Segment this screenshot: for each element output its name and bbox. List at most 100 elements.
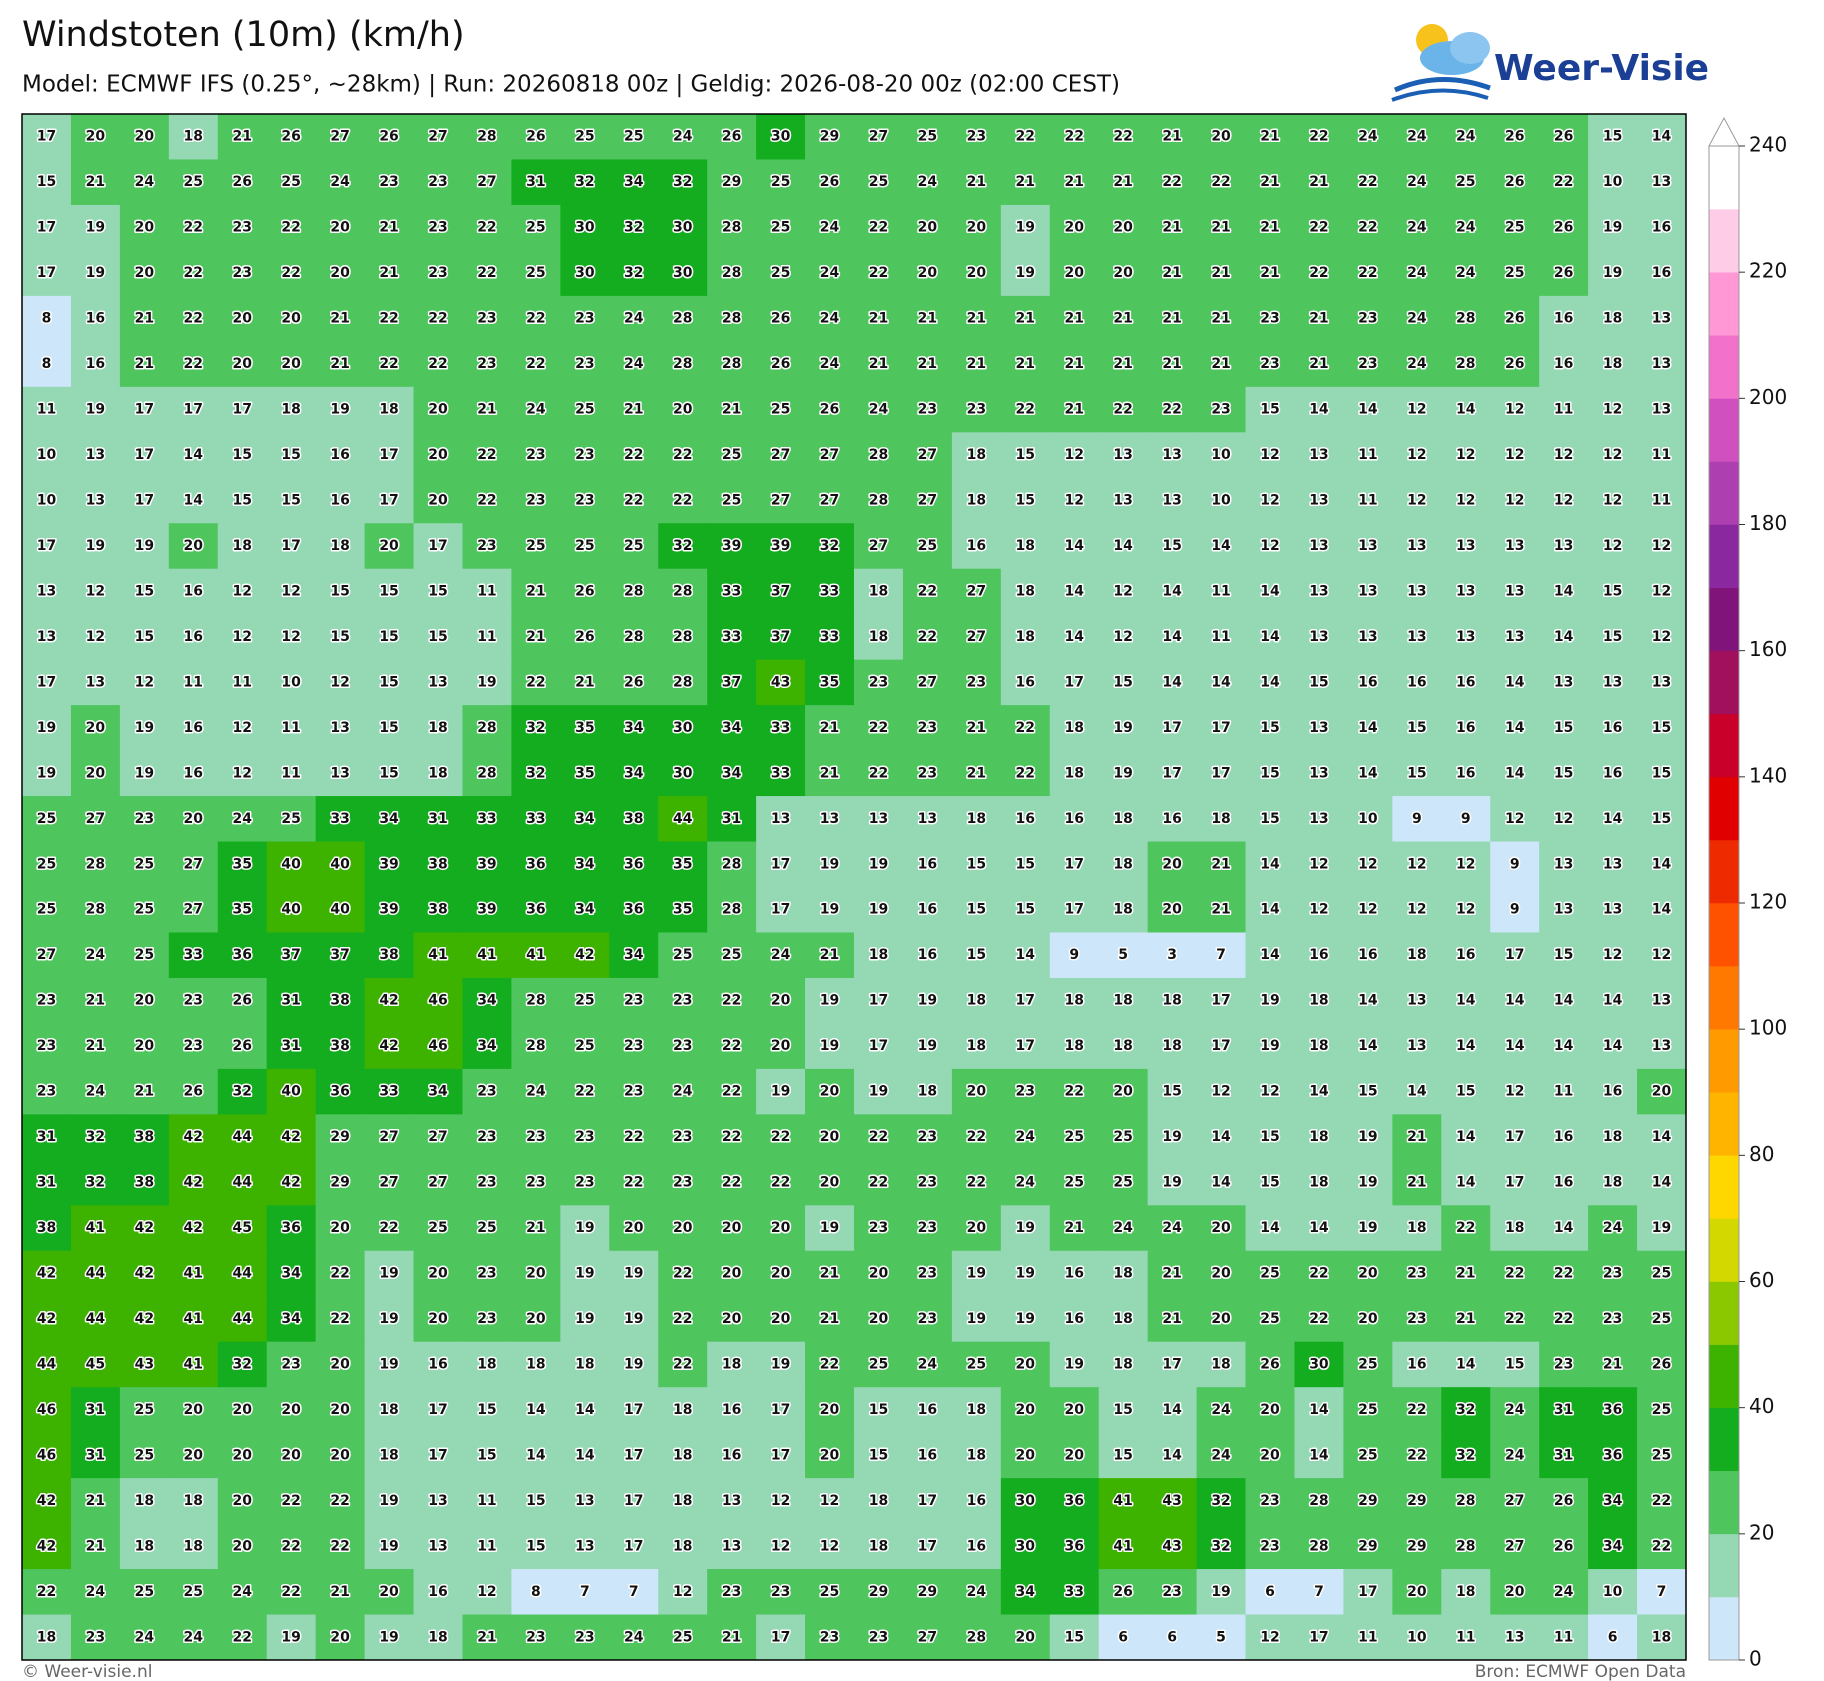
wind-value: 16 [1358,947,1377,963]
wind-value: 14 [1358,993,1378,1009]
wind-cell [1392,1023,1442,1070]
wind-cell [902,1205,953,1252]
wind-value: 18 [37,1629,56,1645]
wind-value: 18 [673,1447,692,1463]
wind-cell [1343,977,1393,1024]
wind-cell [119,1341,170,1388]
subtitle: Model: ECMWF IFS (0.25°, ~28km) | Run: 2… [22,72,1120,98]
wind-value: 34 [281,1266,301,1282]
wind-value: 14 [1652,1129,1672,1145]
wind-cell [1196,614,1247,661]
wind-cell [70,386,121,433]
wind-value: 43 [1162,1493,1181,1509]
wind-value: 17 [1064,902,1083,918]
wind-value: 26 [1505,129,1524,145]
wind-cell [168,477,219,524]
wind-cell [1098,1068,1149,1115]
wind-value: 36 [232,947,251,963]
wind-cell [1098,659,1149,706]
wind-value: 15 [281,447,300,463]
wind-value: 15 [1162,538,1181,554]
wind-value: 23 [477,1129,496,1145]
wind-cell [413,1068,463,1115]
wind-value: 25 [575,993,594,1009]
wind-cell [854,705,904,752]
wind-cell [266,932,317,979]
wind-cell [1049,477,1100,524]
wind-value: 34 [722,720,742,736]
wind-value: 21 [1260,129,1279,145]
wind-value: 19 [869,902,888,918]
wind-cell [1392,159,1442,206]
wind-cell [70,1614,121,1661]
wind-cell [315,614,366,661]
wind-cell [854,568,904,615]
wind-value: 14 [1162,674,1182,690]
wind-cell [217,568,268,615]
wind-value: 26 [1554,220,1573,236]
wind-value: 32 [624,220,643,236]
wind-cell [266,887,317,933]
wind-cell [805,1250,855,1297]
wind-value: 23 [820,1629,839,1645]
wind-cell [707,750,757,797]
wind-value: 19 [1113,765,1132,781]
wind-cell [560,295,610,342]
wind-value: 18 [330,538,349,554]
wind-cell [1294,705,1344,752]
wind-value: 9 [1510,902,1520,918]
wind-value: 25 [135,947,154,963]
wind-value: 22 [526,356,545,372]
wind-cell [1343,295,1393,342]
wind-value: 17 [135,402,154,418]
wind-cell [1245,796,1295,843]
wind-value: 18 [967,1447,986,1463]
wind-cell [658,1523,708,1570]
wind-cell [1098,1296,1149,1343]
wind-value: 21 [135,1084,154,1100]
wind-cell [1147,1478,1198,1525]
wind-value: 31 [281,993,300,1009]
wind-cell [1588,705,1638,752]
wind-cell [805,1387,855,1434]
wind-cell [217,977,268,1024]
wind-value: 42 [379,993,398,1009]
wind-value: 13 [869,811,888,827]
wind-value: 20 [135,220,155,236]
wind-value: 35 [673,902,692,918]
wind-cell [1098,1523,1149,1570]
wind-value: 20 [967,265,987,281]
wind-cell [854,932,904,979]
wind-cell [168,1114,219,1161]
wind-value: 23 [624,1038,643,1054]
wind-value: 22 [869,1129,888,1145]
wind-cell [119,1205,170,1252]
wind-cell [1245,1068,1295,1115]
wind-value: 19 [1603,265,1622,281]
wind-cell [805,477,855,524]
wind-cell [364,341,415,388]
wind-cell [1196,114,1247,160]
wind-value: 12 [477,1584,496,1600]
wind-value: 44 [232,1175,252,1191]
wind-value: 12 [1456,447,1475,463]
wind-value: 39 [379,902,398,918]
wind-value: 18 [869,629,888,645]
wind-value: 25 [1260,1311,1279,1327]
colorbar-segment [1709,587,1739,651]
wind-cell [22,159,72,206]
wind-cell [217,1523,268,1570]
wind-cell [951,432,1002,479]
wind-cell [1588,932,1638,979]
wind-cell [805,841,855,888]
wind-value: 34 [722,765,742,781]
wind-cell [756,1296,806,1343]
wind-value: 22 [1407,1447,1426,1463]
wind-cell [1637,932,1687,979]
wind-value: 12 [1260,1084,1279,1100]
wind-value: 22 [1016,129,1035,145]
wind-value: 22 [722,1084,741,1100]
wind-value: 16 [1603,765,1622,781]
wind-cell [1049,1387,1100,1434]
wind-cell [902,250,953,297]
